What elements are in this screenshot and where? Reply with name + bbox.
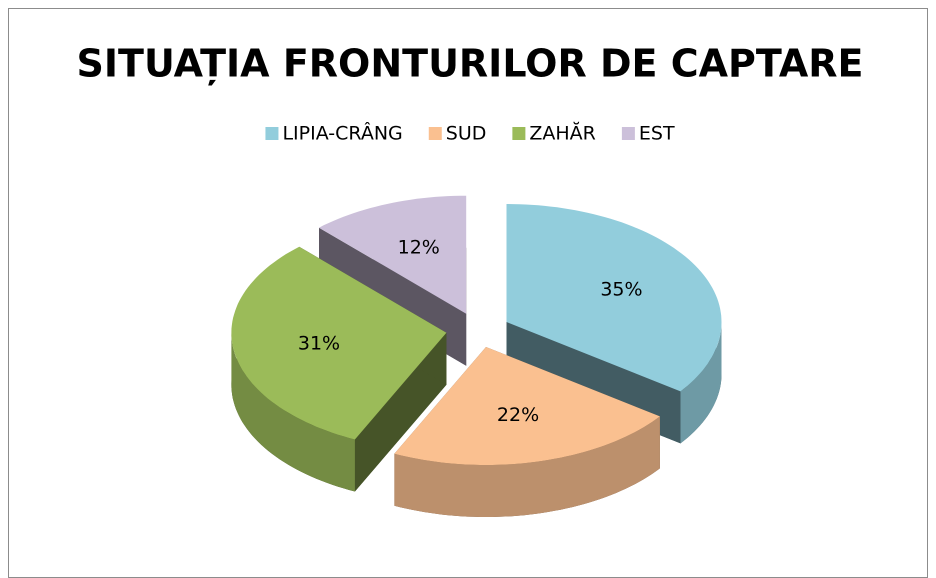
slice-top: [394, 347, 660, 465]
legend-label: LIPIA-CRÂNG: [282, 122, 402, 145]
legend-label: ZAHĂR: [529, 121, 596, 145]
data-label: 22%: [497, 404, 539, 426]
data-label: 12%: [398, 236, 440, 258]
data-label: 31%: [298, 332, 340, 354]
slice-outer-wall: [680, 322, 722, 444]
legend-swatch: [265, 127, 279, 140]
legend-swatch: [428, 127, 442, 140]
legend-label: SUD: [446, 123, 487, 145]
legend-swatch: [621, 127, 635, 140]
slice-top: [319, 195, 467, 314]
slice: [394, 347, 660, 517]
slice-top: [231, 246, 447, 440]
slice: [231, 246, 447, 492]
pie: 12% 35% 31% 22%: [231, 195, 722, 517]
legend: LIPIA-CRÂNG SUD ZAHĂR EST: [265, 121, 675, 145]
slice-outer-wall: [394, 416, 660, 517]
chart-title: SITUAȚIA FRONTURILOR DE CAPTARE: [77, 42, 864, 86]
legend-swatch: [512, 127, 526, 140]
legend-label: EST: [639, 123, 675, 145]
slice-radial-wall: [354, 332, 447, 492]
slice-top: [506, 204, 722, 392]
data-label: 35%: [600, 278, 642, 300]
slice-outer-wall: [231, 332, 355, 492]
